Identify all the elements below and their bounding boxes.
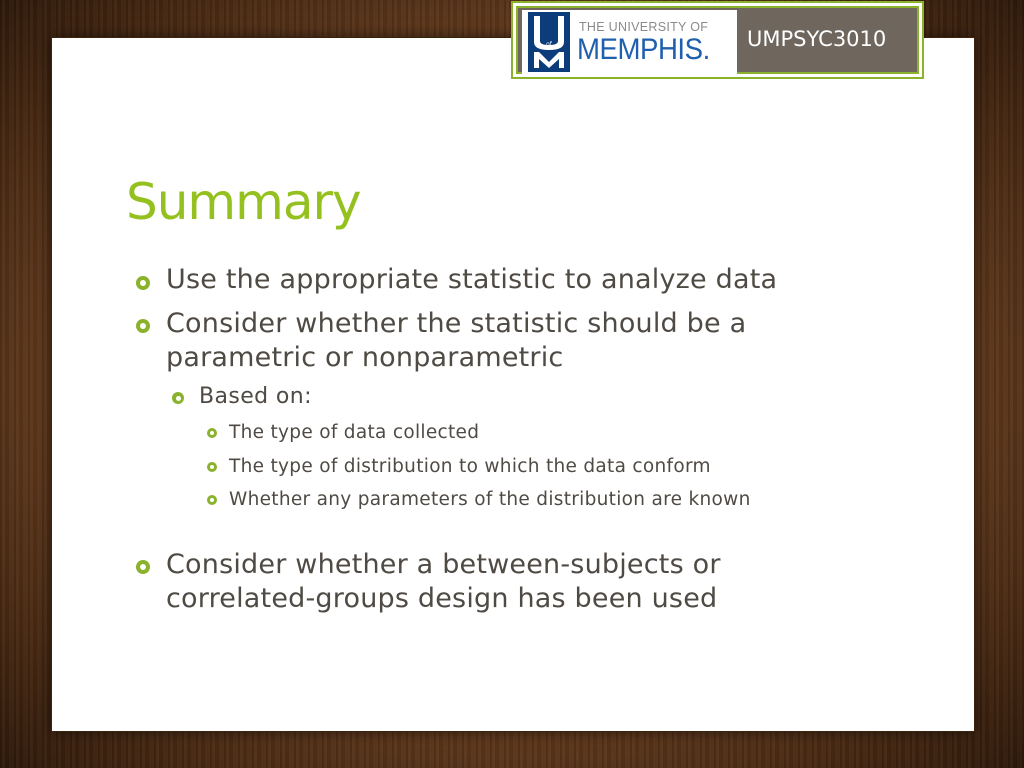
bullet-marker-icon <box>207 495 217 505</box>
bullet-marker-icon <box>136 276 150 290</box>
bullet-text: The type of data collected <box>229 422 480 443</box>
um-monogram-icon: of <box>528 12 570 72</box>
bullet-text: Based on: <box>199 384 312 409</box>
bullet-text: Consider whether the statistic should be… <box>166 308 747 373</box>
bullet-text: The type of distribution to which the da… <box>229 456 711 477</box>
slide-title: Summary <box>126 173 362 231</box>
bullet-marker-icon <box>136 319 150 333</box>
header-logo-banner: of THE UNIVERSITY OF MEMPHIS. UMPSYC3010 <box>511 1 924 79</box>
header-banner-inner: of THE UNIVERSITY OF MEMPHIS. UMPSYC3010 <box>516 6 919 74</box>
bullet-text: Whether any parameters of the distributi… <box>229 489 751 510</box>
university-logo: of THE UNIVERSITY OF MEMPHIS. <box>522 10 737 74</box>
bullet-text: Use the appropriate statistic to analyze… <box>166 264 778 295</box>
bullet-text: Consider whether a between-subjects or c… <box>166 549 721 614</box>
slide-canvas <box>51 37 975 732</box>
bullet-marker-icon <box>207 462 217 472</box>
bullet-marker-icon <box>172 392 184 404</box>
university-name: MEMPHIS. <box>577 33 710 66</box>
svg-text:of: of <box>546 41 553 48</box>
course-code: UMPSYC3010 <box>747 27 887 51</box>
bullet-marker-icon <box>136 560 150 574</box>
bullet-marker-icon <box>207 428 217 438</box>
university-top-label: THE UNIVERSITY OF <box>579 20 709 34</box>
